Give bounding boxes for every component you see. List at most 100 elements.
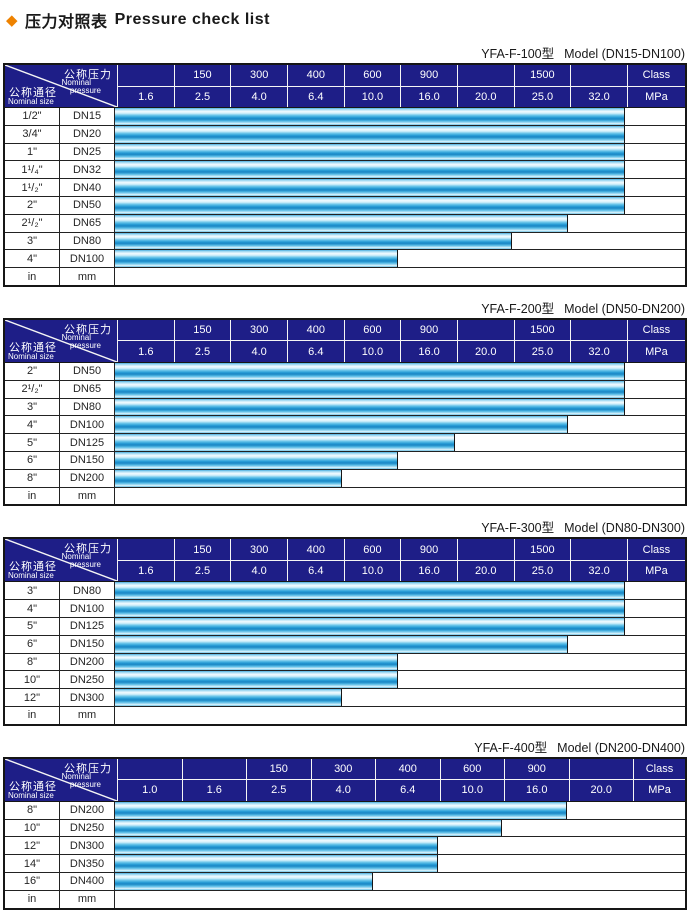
mpa-label: MPa [645, 565, 668, 578]
pressure-range-bar [115, 416, 569, 434]
dn-cell: DN350 [60, 855, 115, 872]
bar-area [115, 161, 685, 179]
class-cell-5: 600 [345, 539, 402, 560]
corner-pressure-en1: Nominal [61, 332, 91, 342]
table-row: 1" DN25 [5, 143, 685, 162]
bar-area [115, 671, 685, 689]
mpa-cell-3: 4.0 [231, 86, 288, 107]
class-cell-2: 150 [175, 539, 232, 560]
size-cell: 8" [5, 653, 60, 671]
table-title-1: YFA-F-100型 Model (DN15-DN100) [3, 43, 687, 62]
table-row: 2¹/₂" DN65 [5, 380, 685, 399]
dn-cell: DN40 [60, 179, 115, 196]
size-cell: 1¹/₄" [5, 161, 60, 179]
size-cell: 6" [5, 635, 60, 653]
dn-cell: DN150 [60, 635, 115, 653]
dn-cell: DN400 [60, 872, 115, 890]
class-cell-3: 300 [231, 539, 288, 560]
table-title-model: YFA-F-200型 [481, 301, 555, 316]
unit-empty-cell [115, 268, 685, 285]
bar-area [115, 635, 685, 653]
table-row: 3" DN80 [5, 582, 685, 601]
class-cell-1 [118, 319, 175, 341]
size-cell: 3/4" [5, 125, 60, 143]
size-cell: 10" [5, 819, 60, 837]
pressure-range-bar [115, 469, 342, 487]
table-row: 8" DN200 [5, 469, 685, 488]
unit-in-cell: in [5, 890, 60, 908]
page-title-zh: 压力对照表 [25, 14, 108, 31]
class-cell-6: 900 [401, 319, 458, 341]
unit-empty-cell [115, 487, 685, 505]
size-cell: 1¹/₂" [5, 179, 60, 196]
unit-row: in mm [5, 268, 685, 285]
bar-area [115, 250, 685, 268]
bar-area [115, 179, 685, 196]
bar-area [115, 600, 685, 617]
bar-area [115, 872, 685, 890]
mpa-cell-3: 2.5 [247, 780, 312, 801]
corner-pressure-en2: pressure [69, 560, 101, 570]
corner-pressure-en2: pressure [69, 86, 101, 95]
unit-mm-cell: mm [60, 890, 115, 908]
unit-mm-cell: mm [60, 706, 115, 724]
pressure-range-bar [115, 451, 399, 469]
table-row: 1¹/₄" DN32 [5, 161, 685, 180]
mpa-cell-4: 6.4 [288, 341, 345, 362]
table-title-range: Model (DN200-DN400) [557, 740, 685, 755]
header-corner-cell: 公称压力 Nominal pressure 公称通径 Nominal size [5, 65, 118, 107]
mpa-cell-7: 20.0 [458, 560, 515, 582]
pressure-range-bar [115, 380, 625, 398]
class-cell-4: 400 [288, 319, 345, 341]
table-row: 14" DN350 [5, 855, 685, 873]
class-label: Class [642, 324, 671, 337]
mpa-cell-3: 4.0 [231, 560, 288, 582]
bar-area [115, 196, 685, 214]
diamond-bullet-icon: ◆ [6, 11, 19, 29]
bar-area [115, 469, 685, 487]
size-cell: 2" [5, 196, 60, 214]
table-row: 16" DN400 [5, 872, 685, 891]
mpa-cell-6: 16.0 [401, 86, 458, 107]
bar-area [115, 689, 685, 706]
pressure-range-bar [115, 582, 625, 600]
bar-area [115, 837, 685, 855]
bar-area [115, 143, 685, 161]
pressure-range-bar [115, 855, 438, 872]
pressure-table-4: 公称压力 Nominal pressure 公称通径 Nominal size 150 30… [3, 756, 687, 910]
class-cell-8: 1500 [515, 65, 572, 86]
diagonal-divider [5, 539, 117, 582]
mpa-cell-2: 2.5 [175, 341, 232, 362]
table-body: 1/2" DN15 3/4" DN20 1" DN25 1¹/₄" DN32 1¹/₂" DN40… [5, 108, 685, 285]
table-row: 10" DN250 [5, 819, 685, 838]
dn-cell: DN65 [60, 380, 115, 398]
size-cell: 4" [5, 250, 60, 268]
pressure-range-bar [115, 689, 342, 706]
header-columns: 150 300 400 600 900 1500 Class 1.6 2.5 4.0 6.4 10.0… [118, 539, 685, 582]
bar-area [115, 125, 685, 143]
class-cell-2: 150 [175, 65, 232, 86]
class-cell-4: 400 [288, 539, 345, 560]
class-cell-6: 600 [441, 758, 505, 780]
pressure-range-bar [115, 819, 502, 837]
pressure-table-1: 公称压力 Nominal pressure 公称通径 Nominal size 150 30… [3, 63, 687, 287]
table-title-range: Model (DN50-DN200) [564, 301, 685, 316]
dn-cell: DN250 [60, 819, 115, 837]
dn-cell: DN200 [60, 469, 115, 487]
mpa-cell-7: 20.0 [458, 341, 515, 362]
size-cell: 2¹/₂" [5, 380, 60, 398]
table-row: 4" DN100 [5, 600, 685, 618]
corner-pressure-zh: 公称压力 [64, 69, 112, 81]
mpa-cell-9: 32.0 [571, 86, 628, 107]
dn-cell: DN150 [60, 451, 115, 469]
table-header: 公称压力 Nominal pressure 公称通径 Nominal size 150 30… [5, 65, 685, 108]
class-cell-1 [118, 758, 183, 780]
pressure-range-bar [115, 179, 625, 196]
dn-cell: DN50 [60, 196, 115, 214]
class-cell-6: 900 [401, 65, 458, 86]
mpa-cell-4: 6.4 [288, 86, 345, 107]
bar-area [115, 617, 685, 635]
mpa-cell-1: 1.6 [118, 341, 175, 362]
class-cell-5: 600 [345, 319, 402, 341]
table-row: 2" DN50 [5, 362, 685, 381]
